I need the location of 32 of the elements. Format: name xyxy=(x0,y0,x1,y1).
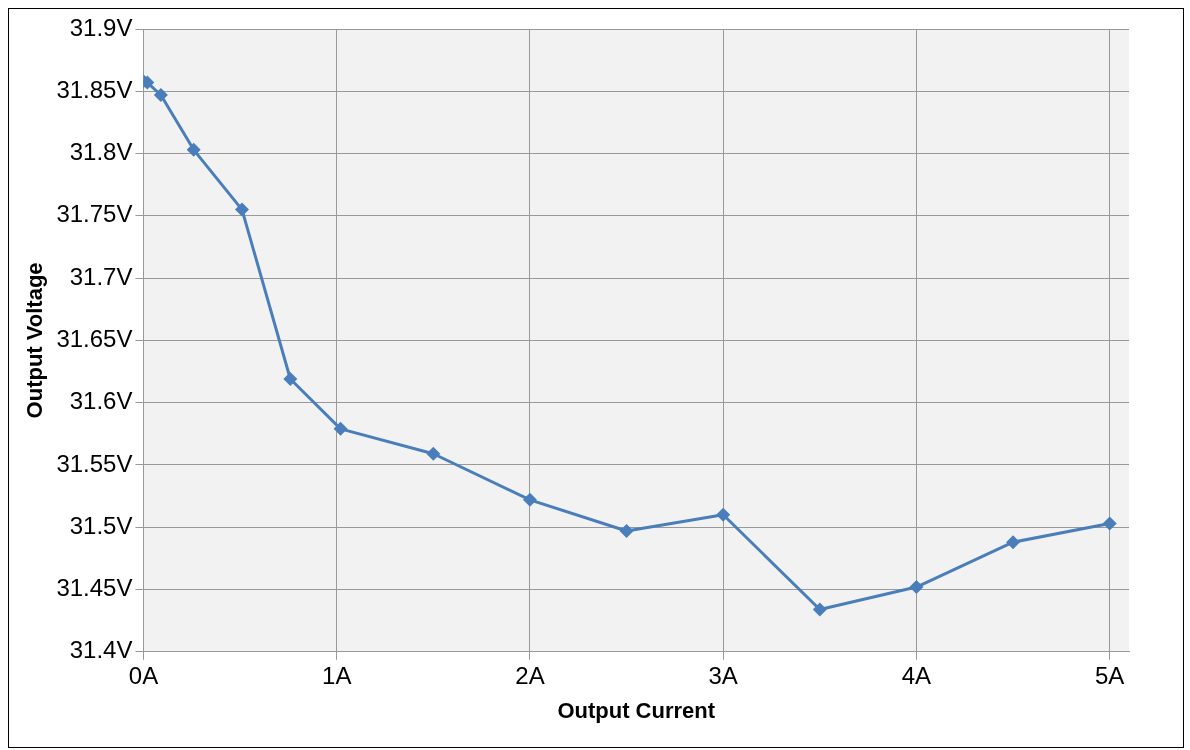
y-tick-label: 31.9V xyxy=(69,13,133,41)
y-tick-label: 31.8V xyxy=(69,138,133,166)
y-tick-label: 31.65V xyxy=(56,325,133,353)
x-tick-label: 2A xyxy=(515,661,545,689)
point xyxy=(1006,535,1021,550)
x-tick-label: 4A xyxy=(901,661,932,689)
y-tick-label: 31.45V xyxy=(56,574,133,602)
y-tick-label: 31.85V xyxy=(56,75,133,103)
point xyxy=(426,446,441,461)
point xyxy=(522,492,537,507)
x-tick-label: 3A xyxy=(708,661,738,689)
point xyxy=(235,202,250,217)
y-tick-label: 31.5V xyxy=(69,511,133,539)
point xyxy=(333,421,348,436)
point xyxy=(716,507,731,522)
y-tick-label: 31.6V xyxy=(69,387,133,415)
y-tick-label: 31.4V xyxy=(69,636,133,664)
point xyxy=(812,602,827,617)
x-tick-label: 0A xyxy=(128,661,159,689)
point xyxy=(283,372,298,387)
point xyxy=(153,88,168,103)
point xyxy=(186,142,201,157)
x-tick-label: 5A xyxy=(1095,661,1125,689)
point xyxy=(619,523,634,538)
y-tick-label: 31.55V xyxy=(56,449,133,477)
x-tick-label: 1A xyxy=(322,661,352,689)
y-tick-label: 31.75V xyxy=(56,200,133,228)
point xyxy=(909,580,924,595)
y-tick-label: 31.7V xyxy=(69,262,133,290)
point xyxy=(1102,516,1117,531)
x-axis-title: Output Current xyxy=(557,697,716,723)
y-axis-title: Output Voltage xyxy=(22,262,48,419)
